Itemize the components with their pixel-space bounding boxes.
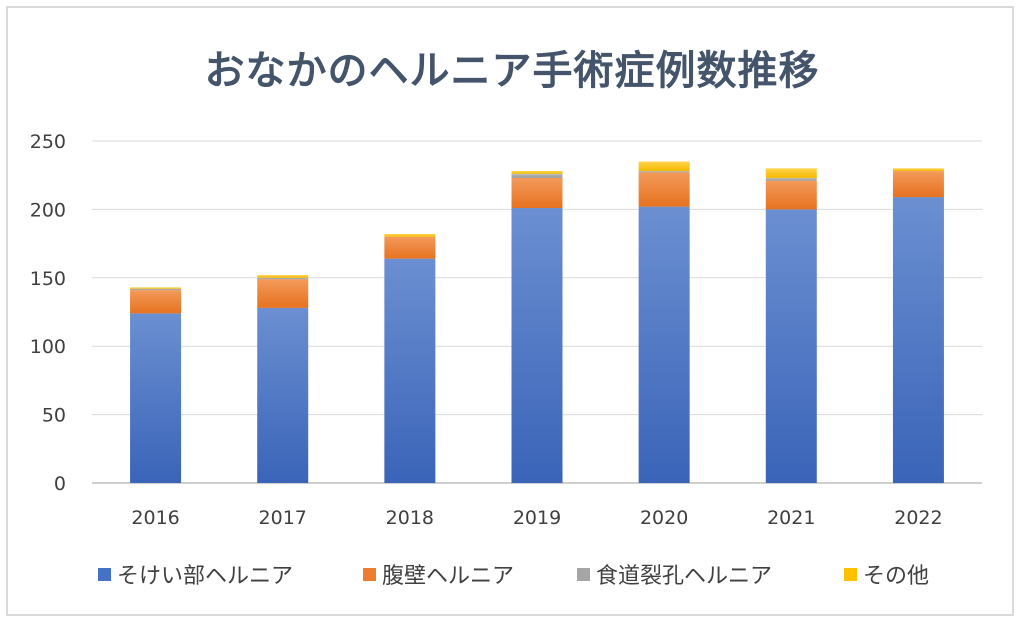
bar-segment-2018-series-1 [384, 236, 436, 259]
bar-segment-2022-series-3 [892, 168, 944, 172]
x-tick-label: 2019 [513, 507, 561, 529]
bar-segment-2018-series-3 [384, 234, 436, 237]
y-tick-label: 100 [30, 336, 66, 358]
legend-item: 食道裂孔ヘルニア [577, 558, 772, 590]
bar-segment-2017-series-2 [257, 277, 309, 280]
bars [130, 161, 944, 484]
bar-segment-2021-series-1 [765, 180, 817, 210]
legend-swatch [363, 567, 376, 581]
bar-segment-2021-series-0 [765, 209, 817, 483]
x-tick-label: 2016 [131, 507, 179, 529]
bar-segment-2020-series-1 [638, 172, 690, 207]
legend-item: そけい部ヘルニア [98, 558, 293, 590]
legend-label: 腹壁ヘルニア [382, 564, 515, 589]
bar-segment-2019-series-1 [511, 177, 563, 209]
bar-segment-2017-series-0 [257, 307, 309, 483]
bar-segment-2019-series-2 [511, 173, 563, 178]
x-axis-ticks: 2016 2017 2018 2019 2020 2021 2022 [131, 507, 942, 529]
y-tick-label: 50 [42, 405, 66, 427]
bar-segment-2022-series-0 [892, 197, 944, 483]
x-tick-label: 2022 [894, 507, 942, 529]
bar-segment-2016-series-2 [130, 288, 182, 291]
legend-label: その他 [863, 564, 930, 589]
bar-segment-2016-series-3 [130, 287, 182, 289]
bar-segment-2016-series-1 [130, 290, 182, 314]
legend-swatch [844, 567, 857, 581]
y-tick-label: 150 [30, 268, 66, 290]
bar-segment-2016-series-0 [130, 313, 182, 483]
legend-item: 腹壁ヘルニア [363, 558, 514, 590]
legend-swatch [577, 567, 590, 581]
x-tick-label: 2021 [767, 507, 815, 529]
legend-swatch [98, 567, 111, 581]
bar-segment-2021-series-3 [765, 168, 817, 178]
y-axis-ticks: 0 50 100 150 200 250 [30, 131, 66, 495]
legend-label: そけい部ヘルニア [117, 564, 294, 589]
y-tick-label: 0 [54, 473, 66, 495]
legend-label: 食道裂孔ヘルニア [596, 564, 773, 589]
bar-segment-2020-series-2 [638, 171, 690, 173]
bar-segment-2018-series-0 [384, 258, 436, 483]
legend-item: その他 [844, 558, 929, 590]
x-tick-label: 2018 [386, 507, 434, 529]
chart-title: おなかのヘルニア手術症例数推移 [204, 48, 820, 94]
legend: そけい部ヘルニア 腹壁ヘルニア 食道裂孔ヘルニア その他 [0, 558, 1024, 594]
bar-segment-2022-series-1 [892, 171, 944, 198]
y-tick-label: 250 [30, 131, 66, 153]
bar-segment-2020-series-0 [638, 206, 690, 483]
y-tick-label: 200 [30, 199, 66, 221]
x-tick-label: 2017 [259, 507, 307, 529]
x-tick-label: 2020 [640, 507, 688, 529]
bar-segment-2019-series-3 [511, 171, 563, 174]
bar-segment-2021-series-2 [765, 177, 817, 181]
bar-segment-2020-series-3 [638, 161, 690, 172]
bar-segment-2017-series-3 [257, 275, 309, 278]
bar-segment-2019-series-0 [511, 208, 563, 484]
bar-segment-2017-series-1 [257, 279, 309, 308]
